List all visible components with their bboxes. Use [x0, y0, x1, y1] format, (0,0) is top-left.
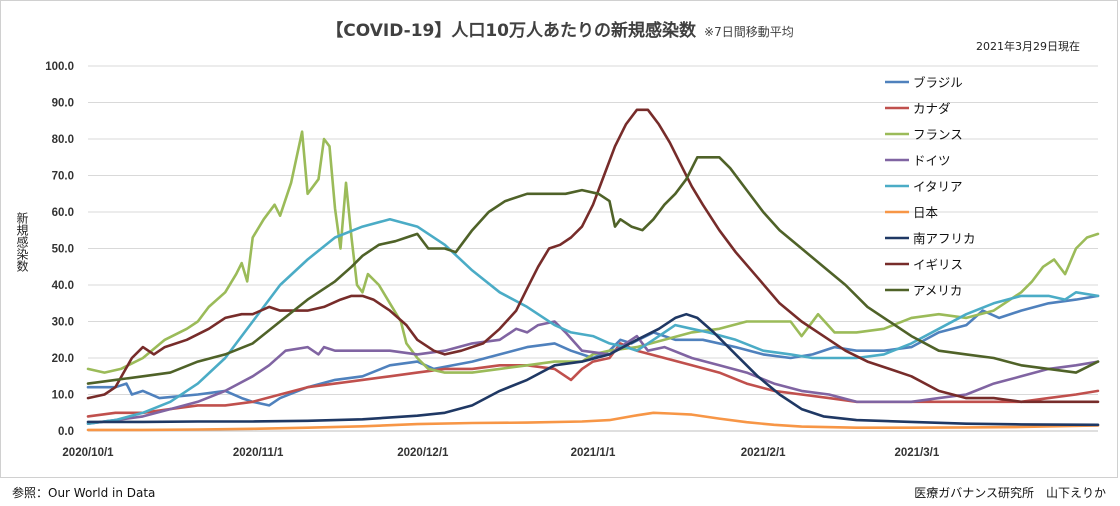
- x-axis-ticks: 2020/10/1 2020/11/1 2020/12/1 2021/1/1 2021/…: [62, 447, 939, 459]
- credit-note: 医療ガバナンス研究所 山下えりか: [914, 486, 1106, 500]
- y-tick-label: 70.0: [52, 171, 74, 183]
- legend-label: イタリア: [913, 179, 963, 194]
- x-tick-label: 2021/3/1: [894, 447, 939, 459]
- legend-label: イギリス: [913, 257, 963, 272]
- y-tick-label: 30.0: [52, 317, 74, 329]
- y-tick-label: 90.0: [52, 98, 74, 110]
- legend-label: フランス: [913, 127, 963, 142]
- y-tick-label: 10.0: [52, 390, 74, 402]
- series-line-0: [86, 294, 1100, 407]
- series-line-7: [86, 108, 1100, 404]
- y-tick-label: 50.0: [52, 244, 74, 256]
- x-tick-label: 2021/2/1: [741, 447, 786, 459]
- chart-frame: [0, 0, 1118, 478]
- gridlines: [88, 65, 1098, 432]
- source-note: 参照：Our World in Data: [12, 486, 156, 500]
- series-line-8: [86, 156, 1100, 385]
- y-tick-label: 80.0: [52, 134, 74, 146]
- legend-label: ドイツ: [913, 153, 951, 168]
- x-tick-label: 2020/11/1: [233, 447, 284, 459]
- y-axis-ticks: 0.0 10.0 20.0 30.0 40.0 50.0 60.0 70.0 80.0 90.0 1…: [45, 61, 74, 438]
- series-line-6: [86, 312, 1100, 427]
- legend-label: 日本: [913, 205, 939, 220]
- series-lines: [86, 108, 1100, 432]
- y-tick-label: 100.0: [45, 61, 74, 73]
- chart-title: 【COVID-19】人口10万人あたりの新規感染数 ※7日間移動平均: [326, 21, 794, 41]
- series-line-2: [86, 130, 1100, 374]
- legend-label: カナダ: [913, 101, 951, 116]
- y-tick-label: 0.0: [58, 426, 74, 438]
- x-tick-label: 2020/12/1: [397, 447, 449, 459]
- y-tick-label: 60.0: [52, 207, 74, 219]
- y-tick-label: 20.0: [52, 353, 74, 365]
- x-tick-label: 2020/10/1: [62, 447, 114, 459]
- legend-label: ブラジル: [913, 75, 963, 90]
- series-line-5: [86, 411, 1100, 432]
- legend-label: 南アフリカ: [913, 231, 976, 246]
- y-axis-label: 新規感染数: [15, 212, 29, 272]
- chart-subtitle: ※7日間移動平均: [704, 25, 794, 39]
- y-tick-label: 40.0: [52, 280, 74, 292]
- legend-label: アメリカ: [913, 283, 962, 298]
- x-tick-label: 2021/1/1: [571, 447, 616, 459]
- date-note: 2021年3月29日現在: [976, 40, 1080, 53]
